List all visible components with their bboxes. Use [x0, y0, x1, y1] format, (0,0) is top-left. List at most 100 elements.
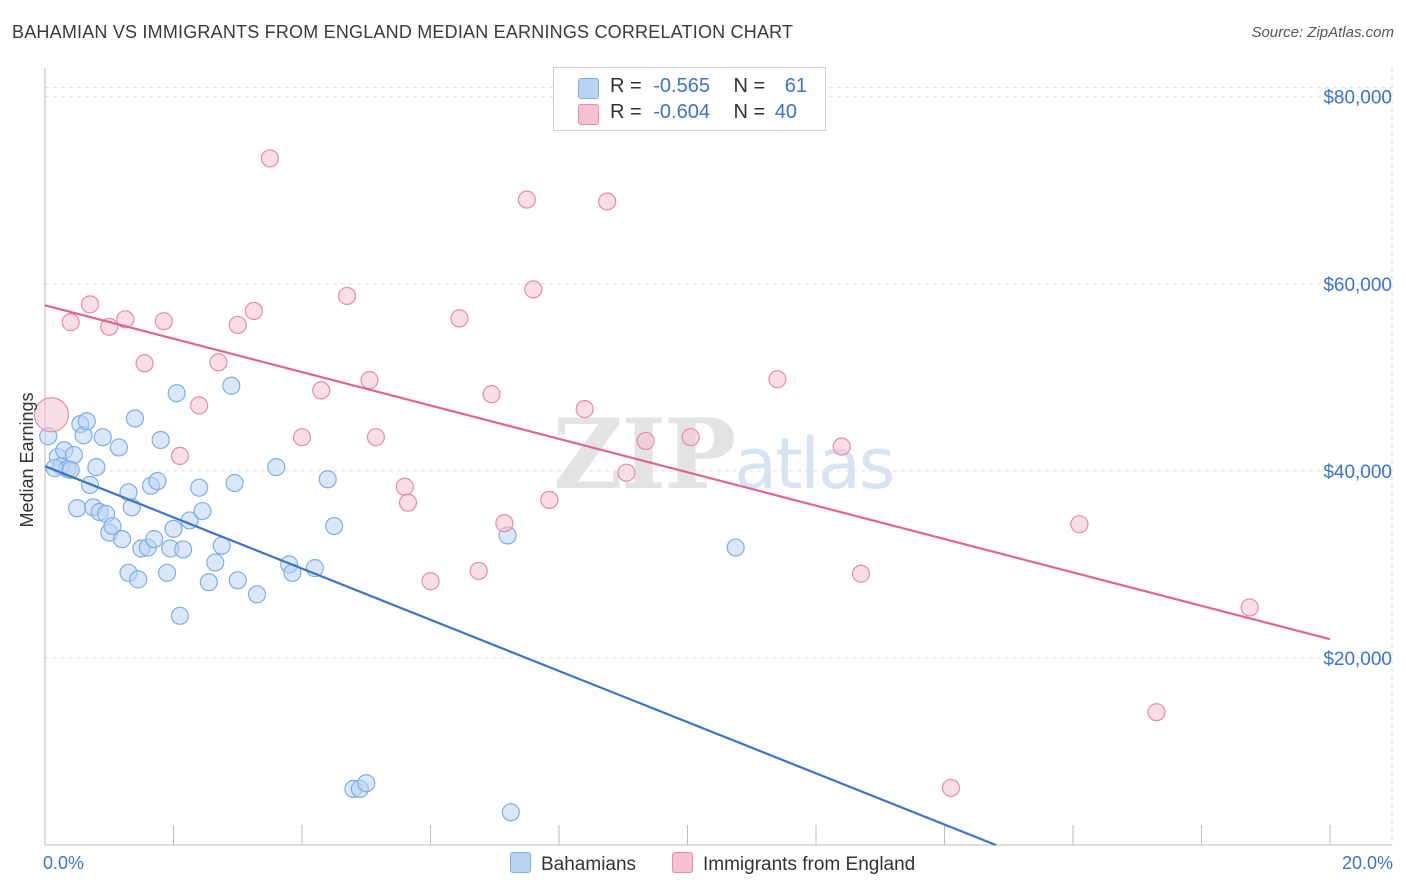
y-tick-label: $20,000: [1323, 649, 1392, 670]
bottom-legend-label: Immigrants from England: [703, 854, 916, 875]
point-england: [337, 286, 357, 306]
point-bahamians: [206, 553, 225, 572]
point-bahamians: [151, 430, 170, 450]
point-england: [209, 353, 228, 372]
y-axis-label: Median Earnings: [17, 392, 37, 527]
point-england: [33, 397, 70, 433]
point-england: [260, 149, 279, 168]
correlation-legend: R = -0.565 N = 61 R = -0.604 N = 40: [553, 67, 826, 131]
point-england: [832, 437, 851, 456]
point-england: [598, 192, 617, 211]
data-points: [33, 149, 1259, 822]
trend-line-bahamians: [44, 465, 997, 847]
point-england: [398, 493, 418, 512]
point-bahamians: [157, 563, 177, 582]
point-bahamians: [93, 428, 112, 447]
axis-labels: $20,000 $40,000 $60,000 $80,000 0.0% 20.0% Med…: [17, 88, 1393, 873]
point-bahamians: [318, 470, 337, 489]
point-bahamians: [726, 538, 745, 557]
point-england: [421, 572, 440, 591]
point-england: [228, 315, 247, 335]
point-england: [617, 463, 636, 482]
point-england: [1070, 515, 1089, 534]
point-bahamians: [68, 499, 87, 518]
point-bahamians: [247, 585, 267, 604]
point-bahamians: [145, 530, 164, 549]
point-bahamians: [174, 540, 193, 559]
trend-line-england: [44, 304, 1331, 641]
point-england: [292, 428, 312, 447]
point-bahamians: [190, 478, 209, 497]
point-england: [482, 385, 501, 404]
point-england: [575, 400, 594, 419]
point-bahamians: [170, 606, 190, 625]
point-england: [170, 446, 190, 465]
point-bahamians: [77, 412, 96, 431]
bottom-legend-swatch-bahamians: [510, 852, 531, 873]
point-england: [61, 313, 80, 332]
point-england: [244, 301, 263, 321]
point-bahamians: [64, 445, 84, 465]
point-england: [851, 564, 871, 583]
point-england: [450, 309, 469, 328]
point-england: [190, 396, 209, 415]
point-england: [395, 477, 414, 496]
point-bahamians: [164, 519, 183, 538]
legend-n-label: N =: [733, 101, 766, 123]
legend-n-label: N =: [733, 75, 766, 97]
point-england: [681, 428, 700, 447]
chart-title: BAHAMIAN VS IMMIGRANTS FROM ENGLAND MEDI…: [12, 22, 794, 42]
point-bahamians: [129, 570, 148, 589]
point-bahamians: [325, 516, 344, 536]
point-england: [116, 310, 135, 329]
legend-n-value: 40: [774, 101, 798, 123]
bottom-legend-swatch-england: [672, 852, 693, 873]
point-england: [312, 381, 331, 400]
point-england: [135, 354, 154, 373]
point-bahamians: [167, 384, 186, 403]
bottom-legend-bahamians: Bahamians: [510, 852, 636, 876]
point-england: [1147, 703, 1166, 722]
point-bahamians: [222, 376, 241, 395]
point-england: [469, 561, 488, 581]
trend-lines: [44, 304, 1331, 847]
point-bahamians: [501, 803, 520, 822]
point-bahamians: [87, 458, 106, 477]
legend-n-value: 61: [784, 75, 808, 97]
point-bahamians: [193, 501, 212, 521]
point-bahamians: [125, 409, 145, 428]
point-england: [1240, 598, 1259, 617]
point-bahamians: [357, 774, 376, 793]
watermark: ZIPatlas: [553, 398, 895, 511]
point-bahamians: [267, 458, 286, 477]
legend-swatch-bahamians: [578, 78, 599, 99]
point-bahamians: [225, 473, 244, 493]
point-england: [80, 295, 100, 314]
bottom-legend-england: Immigrants from England: [672, 852, 915, 876]
y-tick-label: $40,000: [1323, 462, 1392, 483]
x-tick-label: 0.0%: [43, 853, 84, 873]
x-tick-label: 20.0%: [1342, 853, 1393, 873]
point-england: [517, 190, 536, 209]
legend-r-value: -0.604: [653, 101, 710, 123]
y-tick-label: $80,000: [1323, 88, 1392, 109]
grid-lines: [45, 68, 1393, 845]
point-england: [366, 428, 385, 447]
legend-r-label: R =: [610, 101, 642, 123]
y-tick-label: $60,000: [1323, 275, 1392, 296]
point-england: [768, 370, 787, 389]
point-england: [941, 778, 961, 798]
source-label: Source: ZipAtlas.com: [1251, 24, 1394, 41]
axes: [44, 68, 1392, 846]
point-england: [524, 280, 543, 299]
legend-swatch-england: [578, 104, 599, 125]
legend-r-label: R =: [610, 75, 642, 97]
point-bahamians: [199, 573, 218, 592]
point-england: [540, 490, 559, 509]
point-england: [495, 514, 514, 533]
point-england: [154, 312, 173, 331]
bottom-legend-label: Bahamians: [541, 854, 637, 875]
point-bahamians: [112, 530, 132, 549]
point-bahamians: [228, 571, 247, 590]
